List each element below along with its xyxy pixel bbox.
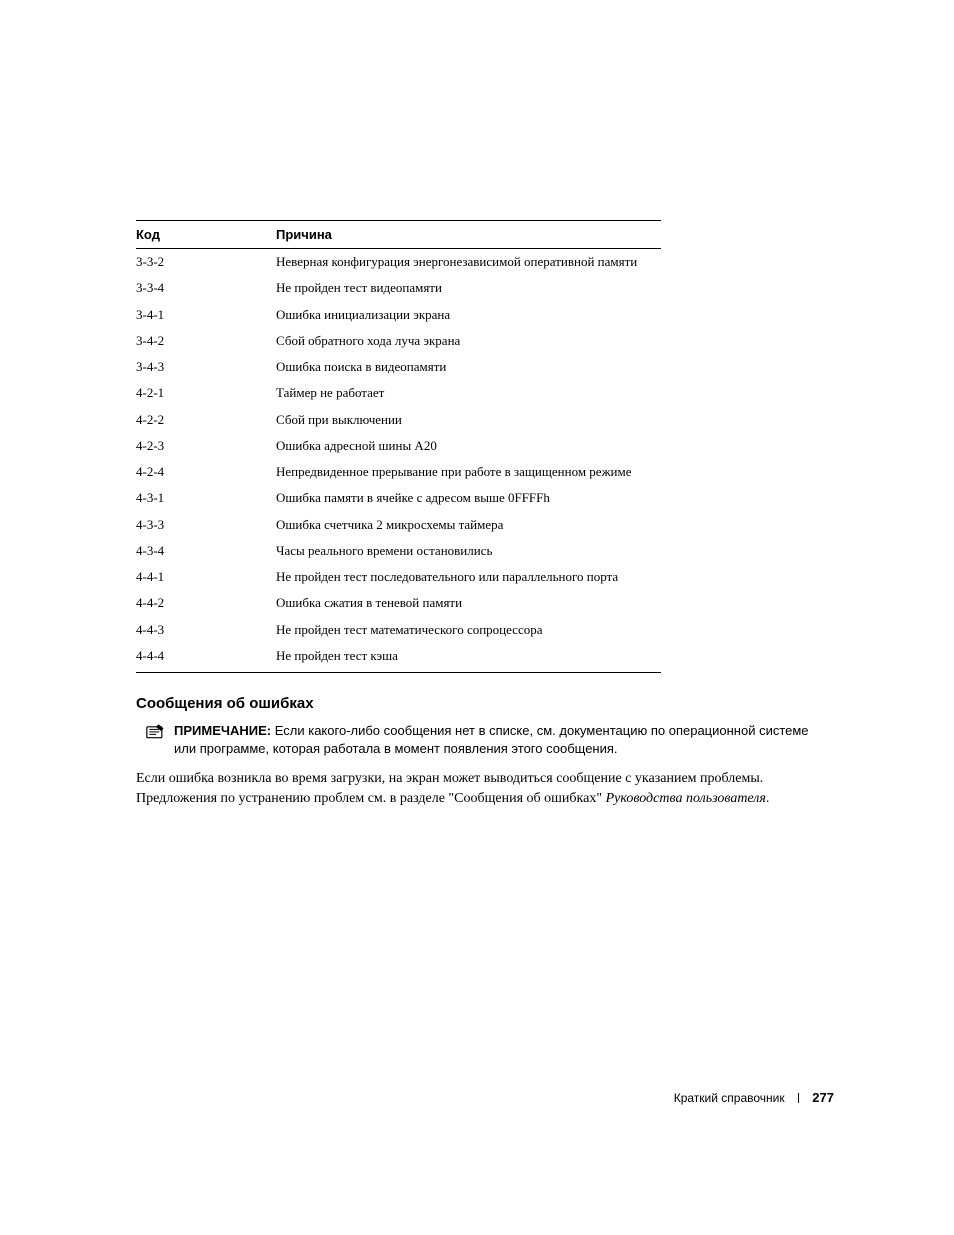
cell-cause: Непредвиденное прерывание при работе в з… (276, 459, 661, 485)
cell-cause: Таймер не работает (276, 380, 661, 406)
cell-code: 4-3-4 (136, 538, 276, 564)
table-row: 4-3-1Ошибка памяти в ячейке с адресом вы… (136, 485, 661, 511)
body-italic: Руководства пользователя (606, 791, 766, 806)
footer-separator (798, 1093, 799, 1103)
table-row: 4-3-4Часы реального времени остановились (136, 538, 661, 564)
body-paragraph: Если ошибка возникла во время загрузки, … (136, 769, 834, 808)
document-page: Код Причина 3-3-2Неверная конфигурация э… (0, 0, 954, 1235)
note-icon (146, 723, 166, 739)
cell-code: 4-4-2 (136, 590, 276, 616)
cell-cause: Сбой при выключении (276, 407, 661, 433)
cell-code: 3-4-2 (136, 328, 276, 354)
cell-code: 4-4-4 (136, 643, 276, 673)
table-row: 4-4-2Ошибка сжатия в теневой памяти (136, 590, 661, 616)
footer-label: Краткий справочник (674, 1091, 785, 1105)
cell-cause: Не пройден тест последовательного или па… (276, 564, 661, 590)
note-text: ПРИМЕЧАНИЕ: Если какого-либо сообщения н… (174, 722, 834, 757)
cell-cause: Ошибка счетчика 2 микросхемы таймера (276, 512, 661, 538)
table-row: 3-3-4Не пройден тест видеопамяти (136, 275, 661, 301)
cell-code: 3-4-1 (136, 302, 276, 328)
cell-code: 3-3-4 (136, 275, 276, 301)
table-row: 3-4-1Ошибка инициализации экрана (136, 302, 661, 328)
table-row: 4-2-2Сбой при выключении (136, 407, 661, 433)
cell-cause: Ошибка поиска в видеопамяти (276, 354, 661, 380)
cell-cause: Не пройден тест видеопамяти (276, 275, 661, 301)
cell-code: 4-2-1 (136, 380, 276, 406)
table-row: 4-3-3Ошибка счетчика 2 микросхемы таймер… (136, 512, 661, 538)
note-block: ПРИМЕЧАНИЕ: Если какого-либо сообщения н… (146, 722, 834, 757)
cell-cause: Не пройден тест кэша (276, 643, 661, 673)
col-header-cause: Причина (276, 221, 661, 249)
table-header-row: Код Причина (136, 221, 661, 249)
table-row: 4-2-1Таймер не работает (136, 380, 661, 406)
cell-code: 4-2-4 (136, 459, 276, 485)
col-header-code: Код (136, 221, 276, 249)
cell-code: 4-2-2 (136, 407, 276, 433)
body-post: . (766, 791, 770, 806)
beep-codes-table: Код Причина 3-3-2Неверная конфигурация э… (136, 220, 661, 673)
section-heading: Сообщения об ошибках (136, 695, 834, 712)
cell-code: 4-3-3 (136, 512, 276, 538)
cell-cause: Сбой обратного хода луча экрана (276, 328, 661, 354)
note-label: ПРИМЕЧАНИЕ: (174, 723, 271, 738)
table-row: 3-3-2Неверная конфигурация энергонезавис… (136, 249, 661, 276)
cell-cause: Ошибка адресной шины A20 (276, 433, 661, 459)
cell-cause: Не пройден тест математического сопроцес… (276, 617, 661, 643)
table-row: 4-4-3Не пройден тест математического соп… (136, 617, 661, 643)
cell-code: 4-4-3 (136, 617, 276, 643)
cell-cause: Ошибка памяти в ячейке с адресом выше 0F… (276, 485, 661, 511)
cell-cause: Ошибка сжатия в теневой памяти (276, 590, 661, 616)
cell-code: 4-3-1 (136, 485, 276, 511)
table-row: 4-4-4Не пройден тест кэша (136, 643, 661, 673)
page-footer: Краткий справочник 277 (674, 1090, 834, 1105)
cell-cause: Неверная конфигурация энергонезависимой … (276, 249, 661, 276)
table-row: 4-4-1Не пройден тест последовательного и… (136, 564, 661, 590)
cell-code: 4-2-3 (136, 433, 276, 459)
cell-cause: Ошибка инициализации экрана (276, 302, 661, 328)
table-body: 3-3-2Неверная конфигурация энергонезавис… (136, 249, 661, 673)
table-row: 3-4-2Сбой обратного хода луча экрана (136, 328, 661, 354)
table-row: 4-2-3Ошибка адресной шины A20 (136, 433, 661, 459)
cell-code: 3-4-3 (136, 354, 276, 380)
cell-cause: Часы реального времени остановились (276, 538, 661, 564)
footer-page-number: 277 (812, 1090, 834, 1105)
table-row: 3-4-3Ошибка поиска в видеопамяти (136, 354, 661, 380)
cell-code: 4-4-1 (136, 564, 276, 590)
table-row: 4-2-4Непредвиденное прерывание при работ… (136, 459, 661, 485)
cell-code: 3-3-2 (136, 249, 276, 276)
